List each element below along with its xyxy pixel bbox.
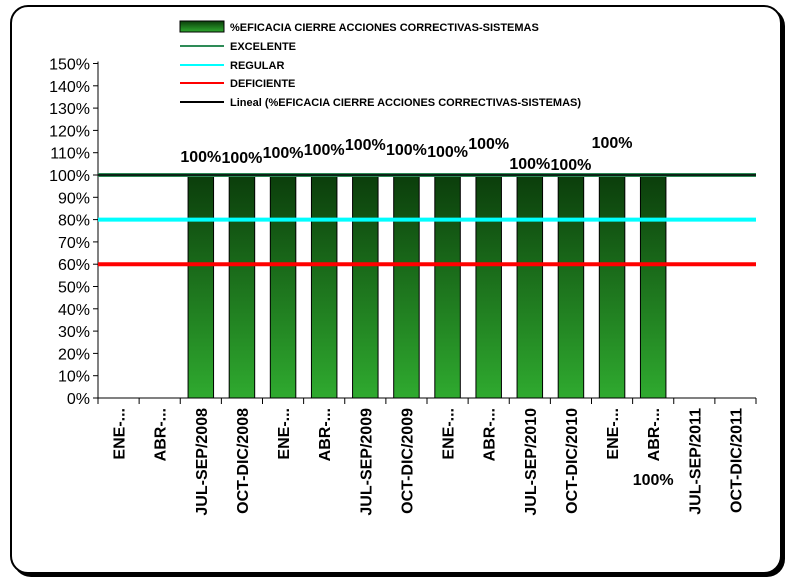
x-category-label: OCT-DIC/2008 <box>235 408 252 514</box>
data-label: 100% <box>427 144 468 161</box>
bar <box>187 174 215 399</box>
x-category-label: ABR-... <box>317 408 334 461</box>
data-label: 100% <box>468 136 509 153</box>
legend-label-bars: %EFICACIA CIERRE ACCIONES CORRECTIVAS-SI… <box>230 22 539 34</box>
bar <box>393 174 420 399</box>
y-tick-label: 30% <box>58 324 90 341</box>
x-category-label: ENE-... <box>441 408 458 460</box>
x-category-label: JUL-SEP/2011 <box>687 408 704 515</box>
data-label: 100% <box>180 149 221 166</box>
x-category-label: ENE-... <box>112 408 129 460</box>
legend-label-deficiente: DEFICIENTE <box>230 78 295 90</box>
data-label: 100% <box>221 150 262 167</box>
bar <box>352 174 379 399</box>
bar <box>557 174 585 399</box>
x-category-label: ABR-... <box>646 408 663 461</box>
legend-swatch-bars <box>179 20 225 33</box>
data-label: 100% <box>263 145 304 162</box>
y-tick-label: 140% <box>49 79 90 96</box>
bar <box>434 174 461 399</box>
bar <box>598 174 626 399</box>
y-tick-label: 40% <box>58 302 90 319</box>
y-tick-label: 80% <box>58 213 90 230</box>
axis-layer: 0% 10% 20% 30% 40% 50% 60% 70% 80% 90% 100% 110% 120… <box>49 57 757 408</box>
x-category-label: OCT-DIC/2011 <box>728 408 745 513</box>
y-tick-label: 10% <box>58 369 90 386</box>
legend: %EFICACIA CIERRE ACCIONES CORRECTIVAS-SI… <box>179 15 625 110</box>
data-label: 100% <box>509 156 550 173</box>
category-labels-layer: ENE-... ABR-... JUL-SEP/2008 OCT-DIC/2008 EN… <box>112 408 746 516</box>
y-tick-label: 0% <box>67 391 90 408</box>
y-tick-label: 50% <box>58 280 90 297</box>
bar <box>310 174 338 399</box>
legend-label-regular: REGULAR <box>230 60 284 72</box>
data-label: 100% <box>386 142 427 159</box>
x-category-label: JUL-SEP/2010 <box>523 408 540 516</box>
bar <box>475 174 502 399</box>
data-label: 100% <box>633 472 674 489</box>
y-tick-label: 100% <box>49 168 90 185</box>
reference-lines-layer <box>98 173 756 267</box>
y-tick-label: 150% <box>49 57 90 74</box>
legend-label-trendline: Lineal (%EFICACIA CIERRE ACCIONES CORREC… <box>230 97 581 109</box>
bar <box>228 174 256 399</box>
y-tick-label: 120% <box>49 123 90 140</box>
data-label: 100% <box>550 157 591 174</box>
data-label: 100% <box>345 137 386 154</box>
x-category-label: ABR-... <box>153 408 170 461</box>
data-label: 100% <box>592 135 633 152</box>
y-tick-label: 90% <box>58 190 90 207</box>
x-category-label: ABR-... <box>482 408 499 461</box>
y-tick-label: 130% <box>49 101 90 118</box>
x-category-label: OCT-DIC/2009 <box>399 408 416 514</box>
x-category-label: JUL-SEP/2008 <box>194 408 211 516</box>
legend-label-excelente: EXCELENTE <box>230 41 296 53</box>
x-category-label: ENE-... <box>276 408 293 460</box>
bar <box>516 174 544 399</box>
legend-box <box>180 15 625 110</box>
x-category-label: JUL-SEP/2009 <box>358 408 375 516</box>
bar <box>639 174 667 399</box>
y-tick-label: 110% <box>50 146 90 163</box>
bar <box>269 174 297 399</box>
bars-layer <box>187 174 667 399</box>
data-label: 100% <box>304 142 345 159</box>
data-labels-layer: 100% 100% 100% 100% 100% 100% 100% 100%100% 100%… <box>180 135 673 489</box>
x-category-label: ENE-... <box>605 408 622 460</box>
y-tick-label: 70% <box>58 235 90 252</box>
x-category-label: OCT-DIC/2010 <box>564 408 581 514</box>
y-tick-label: 60% <box>58 257 90 274</box>
y-tick-label: 20% <box>58 346 90 363</box>
